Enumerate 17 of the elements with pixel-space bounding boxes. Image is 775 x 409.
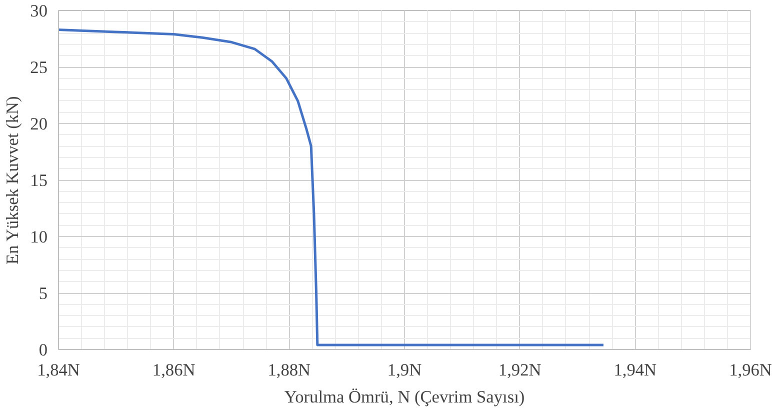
y-tick-label: 15 [30,171,48,190]
x-tick-label: 1,84N [37,360,80,380]
x-axis-title: Yorulma Ömrü, N (Çevrim Sayısı) [284,388,525,406]
y-tick-label: 25 [30,58,48,77]
y-tick-label: 30 [30,2,48,20]
x-tick-label: 1,96N [729,360,772,380]
x-tick-label: 1,9N [387,360,422,380]
y-tick-label: 5 [38,284,48,303]
line-series [58,28,605,346]
y-axis-title: En Yüksek Kuvvet (kN) [3,96,22,264]
x-tick-label: 1,94N [614,360,658,380]
y-tick-label: 10 [30,228,48,246]
x-tick-label: 1,86N [152,360,196,380]
y-tick-label: 20 [30,114,48,134]
x-tick-label: 1,92N [498,360,542,380]
y-tick-label: 0 [38,340,48,360]
x-tick-label: 1,88N [268,360,312,380]
